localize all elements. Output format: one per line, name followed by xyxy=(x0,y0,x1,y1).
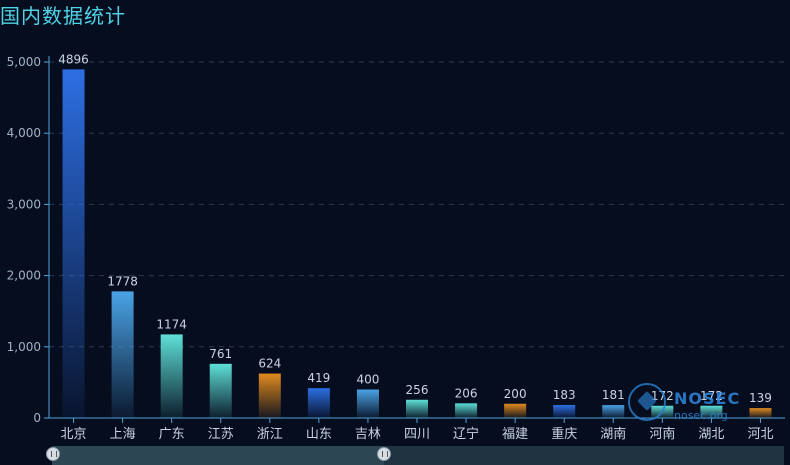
x-category-label: 湖南 xyxy=(600,426,626,442)
x-category-label: 四川 xyxy=(404,427,430,442)
x-category-label: 上海 xyxy=(110,427,136,442)
bar-江苏 xyxy=(209,363,232,418)
x-category-label: 江苏 xyxy=(208,426,234,442)
x-category-label: 广东 xyxy=(159,427,185,442)
bar-value-label: 139 xyxy=(749,391,772,405)
bar-value-label: 256 xyxy=(406,383,429,397)
bar-山东 xyxy=(307,388,330,418)
bar-重庆 xyxy=(553,404,576,418)
bar-上海 xyxy=(111,291,134,418)
x-category-label: 北京 xyxy=(61,427,87,442)
bar-value-label: 1174 xyxy=(156,317,187,331)
x-category-label: 吉林 xyxy=(355,427,381,442)
y-tick-label: 1,000 xyxy=(7,340,41,354)
bar-value-label: 4896 xyxy=(58,52,89,66)
bar-湖北 xyxy=(700,405,723,418)
nosec-watermark: NOSEC nosec.org xyxy=(628,383,768,433)
y-tick-label: 0 xyxy=(33,411,41,425)
bar-河北 xyxy=(749,408,772,418)
bar-四川 xyxy=(406,399,428,418)
bar-value-label: 400 xyxy=(356,373,379,387)
x-category-label: 福建 xyxy=(502,427,528,442)
datazoom-right-handle[interactable] xyxy=(377,447,391,461)
datazoom-window[interactable] xyxy=(52,446,384,465)
x-category-label: 河北 xyxy=(747,427,773,442)
bar-浙江 xyxy=(258,373,281,418)
x-category-label: 河南 xyxy=(649,426,675,442)
bar-北京 xyxy=(62,69,85,419)
bar-福建 xyxy=(504,403,527,418)
x-category-label: 湖北 xyxy=(698,427,724,442)
y-tick-label: 3,000 xyxy=(7,197,41,211)
x-category-label: 辽宁 xyxy=(453,426,479,442)
x-category-label: 浙江 xyxy=(257,427,283,442)
nosec-logo-icon xyxy=(628,383,666,421)
chart-title: 国内数据统计 xyxy=(0,4,126,28)
watermark-url: nosec.org xyxy=(674,409,728,422)
bar-value-label: 200 xyxy=(504,387,527,401)
bar-湖南 xyxy=(602,405,625,418)
watermark-brand: NOSEC xyxy=(674,389,741,408)
bar-value-label: 419 xyxy=(307,371,330,385)
x-category-label: 重庆 xyxy=(551,426,577,442)
bar-value-label: 761 xyxy=(209,347,232,361)
bar-吉林 xyxy=(356,389,379,418)
bar-value-label: 183 xyxy=(553,388,576,402)
x-category-label: 山东 xyxy=(306,427,332,442)
bar-广东 xyxy=(160,334,183,418)
datazoom-left-handle[interactable] xyxy=(46,447,60,461)
y-tick-label: 5,000 xyxy=(7,55,41,69)
bar-value-label: 181 xyxy=(602,388,625,402)
bar-value-label: 624 xyxy=(258,357,281,371)
bar-value-label: 172 xyxy=(700,389,723,403)
bar-value-label: 206 xyxy=(455,386,478,400)
bar-辽宁 xyxy=(455,403,478,418)
bar-value-label: 1778 xyxy=(107,274,138,288)
y-tick-label: 2,000 xyxy=(7,269,41,283)
y-tick-label: 4,000 xyxy=(7,126,41,140)
